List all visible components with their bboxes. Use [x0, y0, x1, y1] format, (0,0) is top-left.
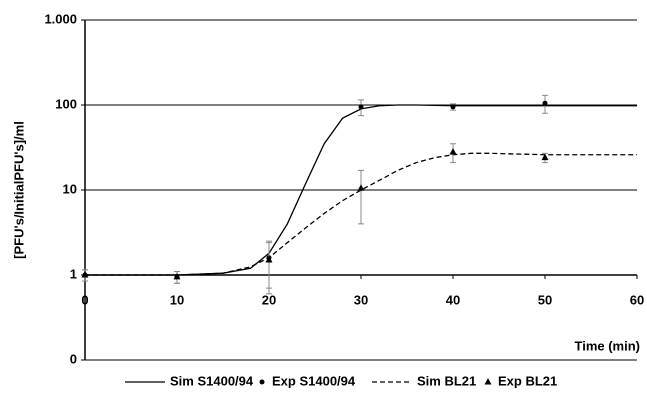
triangle-marker	[449, 147, 457, 155]
y-tick-label: 10	[63, 181, 77, 196]
legend-marker	[484, 378, 492, 385]
legend-label: Sim BL21	[417, 373, 476, 388]
y-tick-label: 1	[70, 266, 77, 281]
error-bar	[358, 169, 364, 225]
series-line	[85, 152, 637, 276]
x-tick-label: 0	[81, 292, 88, 307]
x-tick-label: 20	[262, 292, 276, 307]
y-tick-label: 0	[70, 351, 77, 366]
y-tick-label: 1.000	[44, 11, 77, 26]
legend-label: Exp BL21	[498, 373, 557, 388]
x-tick-label: 40	[446, 292, 460, 307]
legend-label: Exp S1400/94	[272, 373, 356, 388]
x-tick-label: 30	[354, 292, 368, 307]
x-axis-title: Time (min)	[575, 338, 641, 353]
legend-marker	[259, 379, 265, 385]
triangle-marker	[81, 271, 89, 278]
x-tick-label: 60	[630, 292, 644, 307]
dot-marker	[450, 104, 456, 110]
triangle-marker	[173, 272, 181, 280]
triangle-marker	[265, 256, 273, 263]
y-tick-label: 100	[55, 96, 77, 111]
triangle-marker	[357, 184, 365, 191]
dot-marker	[358, 104, 364, 110]
series-line	[85, 104, 637, 276]
legend-label: Sim S1400/94	[170, 373, 254, 388]
x-tick-label: 10	[170, 292, 184, 307]
triangle-marker	[541, 153, 549, 161]
error-bar	[266, 242, 272, 295]
y-axis-title: [PFU's/InitialPFU's]/ml	[11, 121, 26, 259]
x-tick-label: 50	[538, 292, 552, 307]
dot-marker	[542, 100, 548, 106]
